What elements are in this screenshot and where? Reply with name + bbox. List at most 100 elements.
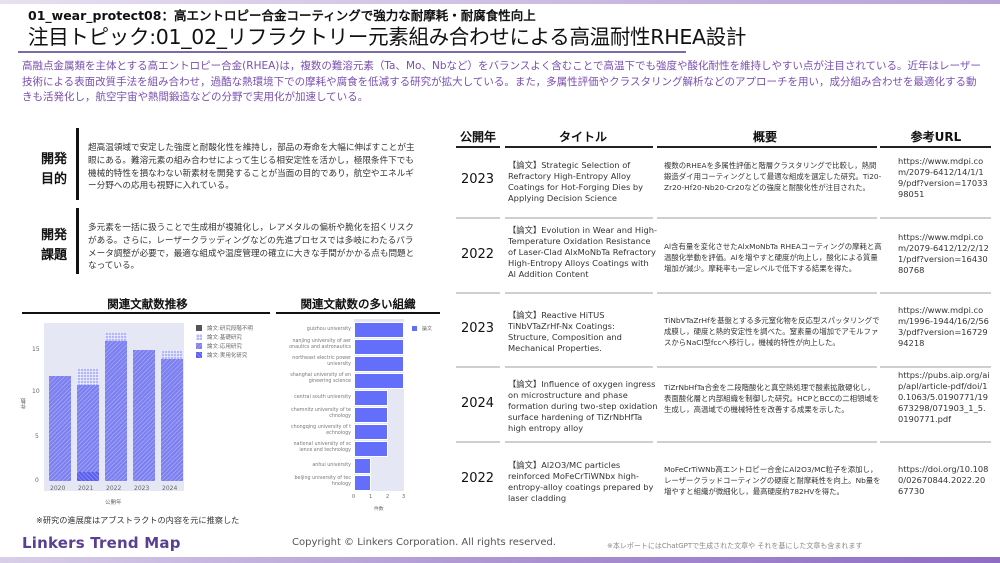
bar-2021-practical — [77, 472, 99, 481]
row-divider — [456, 217, 500, 219]
org-bar-1 — [354, 339, 404, 355]
row-year: 2023 — [460, 321, 495, 336]
row-divider — [657, 441, 877, 443]
row-divider — [657, 366, 877, 368]
col-header-title: タイトル — [558, 130, 607, 144]
legend-swatch-icon — [412, 326, 417, 331]
bar-2021-basic — [77, 368, 99, 385]
intro-paragraph: 高融点金属類を主体とする高エントロピー合金(RHEA)は，複数の難溶元素（Ta、… — [22, 60, 981, 103]
row-divider — [880, 366, 991, 368]
org-x-tick-2: 2 — [386, 494, 390, 500]
purpose-divider — [76, 128, 79, 200]
legend-basic: 論文:基礎研究 — [196, 333, 242, 341]
legend-applied: 論文:応用研究 — [196, 342, 242, 350]
y-tick-15: 15 — [32, 346, 40, 353]
row-divider — [880, 441, 991, 443]
title-divider — [18, 51, 686, 53]
bar-2020-applied — [49, 376, 71, 481]
x-tick-2021: 2021 — [78, 485, 94, 492]
org-label-8: anhui university — [312, 463, 351, 468]
row-url-link[interactable]: https://www.mdpi.com/2079-6412/12/2/121/… — [898, 232, 989, 275]
row-url-link[interactable]: https://pubs.aip.org/aip/apl/article-pdf… — [898, 370, 990, 424]
page-header: 01_wear_protect08：高エントロピー合金コーティングで強力な耐摩耗… — [28, 8, 747, 50]
org-legend: 論文 — [412, 325, 432, 332]
org-x-tick-0: 0 — [352, 494, 356, 500]
page-subtitle: 01_wear_protect08：高エントロピー合金コーティングで強力な耐摩耗… — [28, 8, 536, 23]
org-bar-2 — [354, 356, 404, 372]
x-tick-2020: 2020 — [50, 485, 66, 492]
org-bar-5 — [354, 407, 388, 423]
bar-2021-applied — [77, 385, 99, 472]
row-summary: TiNbVTaZrHfを基盤とする多元窒化物を反応型スパッタリングで成膜し，硬度… — [664, 316, 880, 347]
trend-chart-rule — [22, 312, 270, 314]
org-label-5: chemnitz university of te chnology — [291, 408, 351, 419]
page-title: 注目トピック:01_02_リフラクトリー元素組み合わせによる高温耐性RHEA設計 — [28, 25, 747, 49]
trend-chart-note: ※研究の進展度はアブストラクトの内容を元に推察した — [36, 515, 240, 525]
col-header-url: 参考URL — [910, 130, 962, 144]
purpose-block: 開発 目的 超高温領域で安定した強度と耐酸化性を維持し，部品の寿命を大幅に伸ばす… — [30, 128, 430, 200]
top-accent-bar — [0, 0, 1000, 4]
challenge-divider — [76, 208, 79, 274]
x-tick-2024: 2024 — [162, 485, 178, 492]
row-year: 2022 — [460, 247, 495, 262]
y-tick-0: 0 — [35, 477, 39, 484]
header-rule — [505, 146, 653, 148]
row-url-link[interactable]: https://www.mdpi.com/1996-1944/16/2/563/… — [898, 305, 989, 348]
y-tick-10: 10 — [32, 388, 40, 395]
header-rule — [880, 146, 991, 148]
row-divider — [880, 292, 991, 294]
org-label-3: shanghai university of en gineering scien… — [290, 373, 351, 384]
row-summary: TiZrNbHfTa合金を二段階酸化と真空熱処理で酸素拡散硬化し，表面酸化層と内… — [664, 383, 880, 414]
row-divider — [505, 217, 653, 219]
col-header-summary: 概要 — [752, 130, 777, 144]
bar-2022-applied — [105, 341, 127, 481]
row-title: 【論文】Evolution in Wear and High-Temperatu… — [508, 225, 657, 279]
purpose-text: 超高温領域で安定した強度と耐酸化性を維持し，部品の寿命を大幅に伸ばすことが主眼に… — [88, 143, 415, 192]
org-bar-8 — [354, 458, 371, 474]
row-url-link[interactable]: https://doi.org/10.1080/02670844.2022.20… — [898, 464, 989, 496]
row-divider — [657, 292, 877, 294]
org-x-axis-title: 件数 — [374, 507, 384, 512]
legend-swatch-icon — [196, 343, 202, 349]
row-divider — [505, 441, 653, 443]
header-rule — [456, 146, 500, 148]
bar-2023-applied — [133, 350, 155, 481]
copyright-text: Copyright © Linkers Corporation. All rig… — [292, 537, 556, 548]
org-bar-0 — [354, 322, 404, 338]
row-year: 2024 — [460, 396, 495, 411]
row-divider — [456, 441, 500, 443]
row-url-link[interactable]: https://www.mdpi.com/2079-6412/14/1/19/p… — [898, 156, 988, 199]
row-divider — [456, 366, 500, 368]
org-x-tick-3: 3 — [402, 494, 406, 500]
trend-chart-title: 関連文献数推移 — [107, 297, 188, 311]
bar-2022-basic — [105, 332, 127, 341]
org-bar-6 — [354, 424, 388, 440]
org-chart-rule — [276, 312, 440, 314]
row-year: 2022 — [460, 471, 495, 486]
org-label-2: northeast electric power university — [292, 356, 351, 367]
x-tick-2023: 2023 — [134, 485, 150, 492]
bar-2024-applied — [161, 359, 183, 481]
purpose-label: 開発 目的 — [40, 152, 67, 187]
row-title: 【論文】Reactive HiTUS TiNbVTaZrHf-Nx Coatin… — [508, 310, 622, 353]
org-x-tick-1: 1 — [369, 494, 373, 500]
y-axis-title: 件数 — [21, 398, 27, 409]
row-summary: Al含有量を変化させたAlxMoNbTa RHEAコーティングの摩耗と高温酸化挙… — [664, 242, 882, 273]
legend-swatch-icon — [196, 352, 202, 358]
row-divider — [657, 217, 877, 219]
row-summary: 複数のRHEAを多属性評価と階層クラスタリングで比較し，熱間鍛造ダイ用コーティン… — [664, 161, 882, 192]
row-year: 2023 — [460, 172, 495, 187]
legend-practical: 論文:実用化研究 — [196, 351, 247, 359]
org-bar-9 — [354, 475, 371, 491]
org-bar-3 — [354, 373, 404, 389]
row-divider — [505, 292, 653, 294]
org-bar-4 — [354, 390, 388, 406]
org-label-6: chongqing university of t echnology — [291, 425, 351, 436]
org-label-7: national university of sc ience and techn… — [293, 442, 351, 453]
row-title: 【論文】Influence of oxygen ingress on micro… — [508, 379, 658, 433]
challenge-block: 開発 課題 多元素を一括に扱うことで生成相が複雑化し，レアメタルの偏析や脆化を招… — [30, 208, 430, 274]
x-axis-title: 公開年 — [105, 500, 122, 506]
y-tick-5: 5 — [35, 433, 39, 440]
org-label-4: central south university — [294, 395, 351, 400]
row-divider — [456, 292, 500, 294]
